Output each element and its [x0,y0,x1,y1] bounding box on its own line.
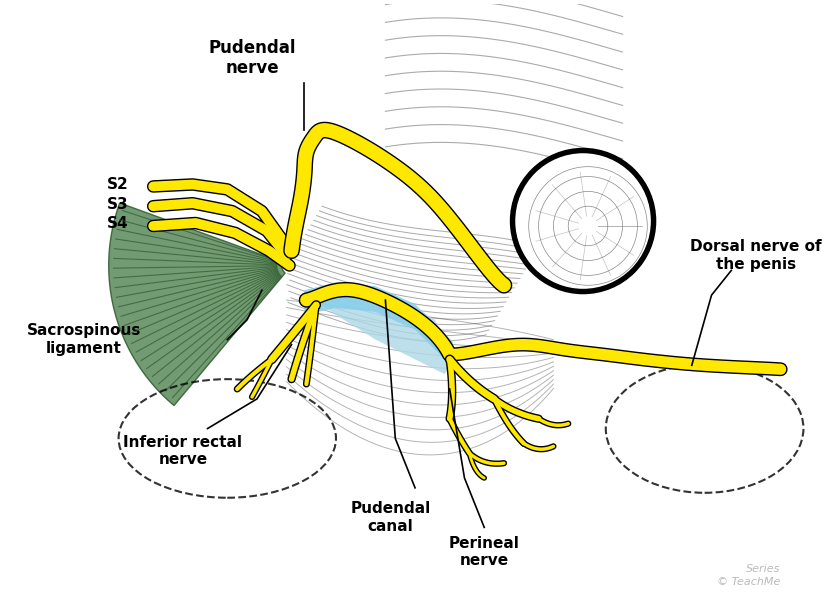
Polygon shape [305,282,453,367]
Text: Perineal
nerve: Perineal nerve [448,536,519,568]
Text: © TeachMe: © TeachMe [717,577,781,587]
Text: Dorsal nerve of
the penis: Dorsal nerve of the penis [691,239,822,272]
Polygon shape [306,285,454,374]
Text: S4: S4 [107,216,129,231]
Polygon shape [109,203,286,405]
Text: Pudendal
canal: Pudendal canal [350,501,431,534]
Text: S3: S3 [107,197,129,212]
Text: S2: S2 [107,177,129,192]
Text: Sacrospinous
ligament: Sacrospinous ligament [27,323,141,356]
Circle shape [514,152,652,290]
Text: Pudendal
nerve: Pudendal nerve [208,39,296,77]
Text: Series: Series [746,564,781,574]
Text: Inferior rectal
nerve: Inferior rectal nerve [124,435,242,467]
